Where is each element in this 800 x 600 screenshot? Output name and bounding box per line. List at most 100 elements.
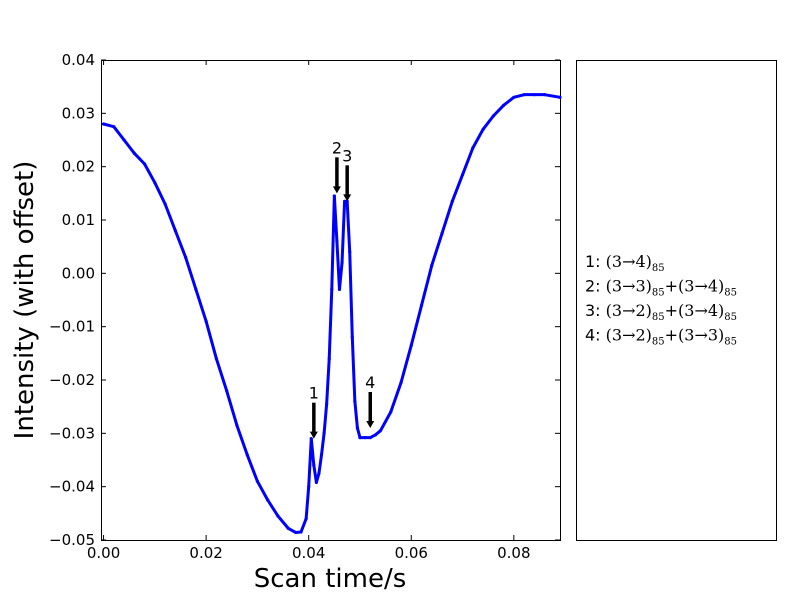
annotation-arrowhead xyxy=(366,421,375,428)
x-tick-label: 0.06 xyxy=(395,544,428,562)
annotation-label: 4 xyxy=(365,373,375,392)
data-point xyxy=(363,436,367,440)
data-point xyxy=(184,255,188,259)
plot-area xyxy=(101,60,561,541)
legend-subscript: 85 xyxy=(724,288,737,299)
data-point xyxy=(501,103,506,107)
y-tick-label: −0.01 xyxy=(49,318,95,336)
legend-transition: (3→4) xyxy=(606,252,652,271)
legend-entry-number: 1: xyxy=(585,252,606,271)
annotation-label: 1 xyxy=(309,384,319,403)
x-tick-label: 0.02 xyxy=(189,544,222,562)
legend-transition: (3→2) xyxy=(606,326,652,345)
data-point xyxy=(276,514,280,518)
legend-entry: 2: (3→3)85​+(3→4)85​ xyxy=(585,277,737,299)
data-point xyxy=(348,250,352,254)
data-point xyxy=(558,95,562,99)
data-point xyxy=(340,261,344,265)
data-point xyxy=(245,453,249,457)
data-point xyxy=(294,530,298,535)
legend-plus-sign: + xyxy=(665,301,678,320)
data-point xyxy=(325,402,329,406)
legend-subscript: 85 xyxy=(652,288,665,299)
data-point xyxy=(335,239,339,243)
data-point xyxy=(322,431,326,435)
y-tick-label: −0.05 xyxy=(49,531,95,549)
data-point xyxy=(307,485,311,489)
data-point xyxy=(332,194,336,198)
legend-transition: (3→4) xyxy=(678,301,724,320)
series-layer xyxy=(101,93,562,535)
annotation-label: 3 xyxy=(342,146,352,165)
data-point xyxy=(389,410,393,414)
data-point xyxy=(153,181,157,185)
y-axis-label: Intensity (with offset) xyxy=(10,161,40,440)
data-point xyxy=(373,433,377,437)
data-point xyxy=(430,263,434,267)
data-point xyxy=(399,381,403,385)
data-point xyxy=(101,122,106,126)
legend-panel-frame xyxy=(576,60,777,541)
legend-transition: (3→4) xyxy=(678,277,724,296)
x-tick-label: 0.08 xyxy=(497,544,530,562)
x-tick-label: 0.04 xyxy=(292,544,325,562)
legend-entry-number: 3: xyxy=(585,301,606,320)
legend-entry: 4: (3→2)85​+(3→3)85​ xyxy=(585,326,737,348)
legend-plus-sign: + xyxy=(665,277,678,296)
legend-subscript: 85 xyxy=(652,337,665,348)
legend-plus-sign: + xyxy=(665,326,678,345)
data-point xyxy=(255,479,260,483)
data-point xyxy=(132,151,136,155)
x-tick-label: 0.00 xyxy=(87,544,120,562)
y-tick-label: −0.02 xyxy=(49,371,95,389)
data-point xyxy=(173,229,177,233)
legend-subscript: 85 xyxy=(652,312,665,323)
x-axis-ticks: 0.00 0.02 0.04 0.06 0.08 xyxy=(87,60,531,562)
data-point xyxy=(355,426,360,430)
data-point xyxy=(522,93,526,97)
y-tick-label: 0.02 xyxy=(62,158,95,176)
data-point xyxy=(350,335,354,339)
legend-entry: 3: (3→2)85​+(3→4)85​ xyxy=(585,301,737,323)
annotation-layer: 1 2 3 4 xyxy=(309,138,375,439)
data-point xyxy=(440,231,444,235)
data-point xyxy=(471,146,475,150)
data-point xyxy=(419,303,424,307)
data-point xyxy=(235,423,239,427)
data-point xyxy=(266,498,270,502)
data-point xyxy=(304,517,308,521)
legend-transition: (3→2) xyxy=(606,301,652,320)
legend-entry-number: 2: xyxy=(585,277,606,296)
data-point xyxy=(163,202,167,206)
legend-entry-number: 4: xyxy=(585,326,606,345)
data-point xyxy=(460,173,465,177)
data-point xyxy=(312,463,316,467)
plot-frame xyxy=(101,60,561,541)
y-tick-label: −0.03 xyxy=(49,424,95,442)
data-point xyxy=(353,399,357,403)
legend-subscript: 85 xyxy=(724,312,737,323)
data-point xyxy=(378,429,383,433)
data-point xyxy=(122,138,126,142)
annotation-arrowhead xyxy=(309,431,318,439)
annotation-label: 2 xyxy=(332,138,342,157)
series-line xyxy=(102,93,562,535)
data-point xyxy=(491,114,495,118)
data-point xyxy=(532,93,536,97)
data-point xyxy=(204,319,208,323)
legend-transition: (3→3) xyxy=(678,326,724,345)
data-point xyxy=(543,93,547,97)
y-tick-label: 0.03 xyxy=(62,104,95,122)
data-point xyxy=(343,199,347,203)
data-point xyxy=(337,287,342,291)
data-point xyxy=(358,436,362,440)
data-point xyxy=(481,127,485,131)
data-point xyxy=(112,125,116,129)
data-point xyxy=(309,437,313,441)
y-axis-ticks: 0.04 0.03 0.02 0.01 0.00 −0.01 −0.02 −0.03 −0.04… xyxy=(49,51,560,549)
y-tick-label: 0.00 xyxy=(62,264,95,282)
data-point xyxy=(319,453,324,457)
x-axis-label: Scan time/s xyxy=(254,564,407,594)
data-point xyxy=(317,471,321,475)
y-tick-label: −0.04 xyxy=(49,478,95,496)
